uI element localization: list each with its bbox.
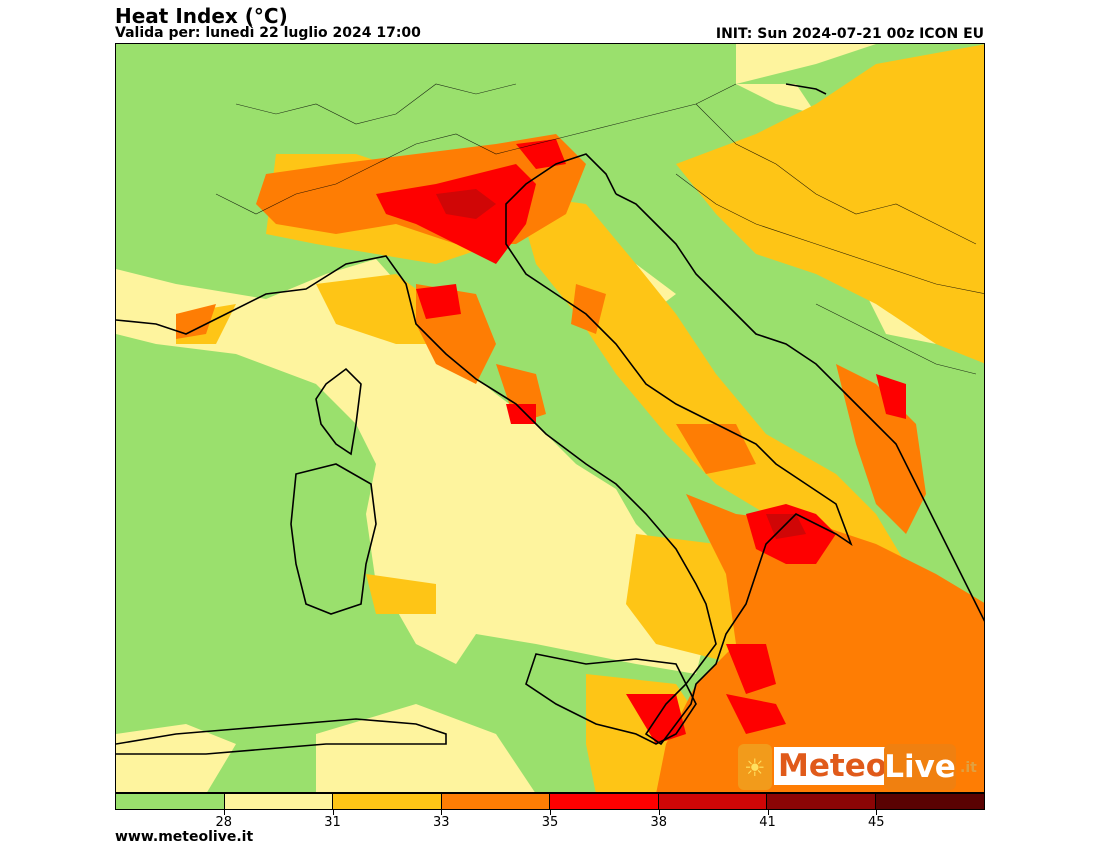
- colorbar-segment: [658, 794, 767, 809]
- colorbar-tick-label: 41: [759, 815, 776, 830]
- footer-url: www.meteolive.it: [115, 829, 254, 845]
- colorbar-segment: [116, 794, 225, 809]
- colorbar-tick: [658, 810, 660, 815]
- colorbar-segment: [767, 794, 876, 809]
- map-canvas: [116, 44, 984, 792]
- map-title: Heat Index (°C): [115, 4, 288, 28]
- colorbar-tick-label: 45: [867, 815, 885, 830]
- heat-index-map: ☀ Meteo Live .it: [115, 43, 985, 793]
- coastlines: [116, 83, 984, 755]
- colorbar-segment: [550, 794, 659, 809]
- colorbar-tick-label: 33: [432, 815, 450, 830]
- logo-live-text: Live: [884, 744, 956, 790]
- colorbar-segment: [875, 794, 984, 809]
- meteolive-logo: ☀ Meteo Live .it: [738, 744, 977, 790]
- country-borders: [215, 83, 984, 375]
- colorbar-segment: [224, 794, 333, 809]
- colorbar-tick-label: 38: [650, 815, 668, 830]
- logo-meteo-text: Meteo: [774, 747, 887, 785]
- colorbar-segment: [333, 794, 442, 809]
- colorbar-tick: [876, 810, 878, 815]
- logo-sun-box: [738, 744, 772, 790]
- colorbar-tick-label: 31: [324, 815, 341, 830]
- sun-icon: ☀: [744, 754, 766, 782]
- logo-tld-text: .it: [960, 760, 977, 776]
- colorbar-tick: [332, 810, 334, 815]
- init-run: INIT: Sun 2024-07-21 00z ICON EU: [715, 26, 984, 42]
- colorbar-tick-label: 35: [541, 815, 559, 830]
- zone-38-41: [436, 189, 806, 539]
- colorbar-tick-label: 28: [215, 815, 233, 830]
- heat-index-colorbar: [115, 793, 985, 810]
- colorbar-tick: [550, 810, 551, 815]
- colorbar-tick: [441, 810, 443, 815]
- valid-time: Valida per: lunedì 22 luglio 2024 17:00: [115, 25, 421, 41]
- colorbar-tick: [223, 810, 225, 815]
- colorbar-segment: [441, 794, 550, 809]
- colorbar-tick: [767, 810, 769, 815]
